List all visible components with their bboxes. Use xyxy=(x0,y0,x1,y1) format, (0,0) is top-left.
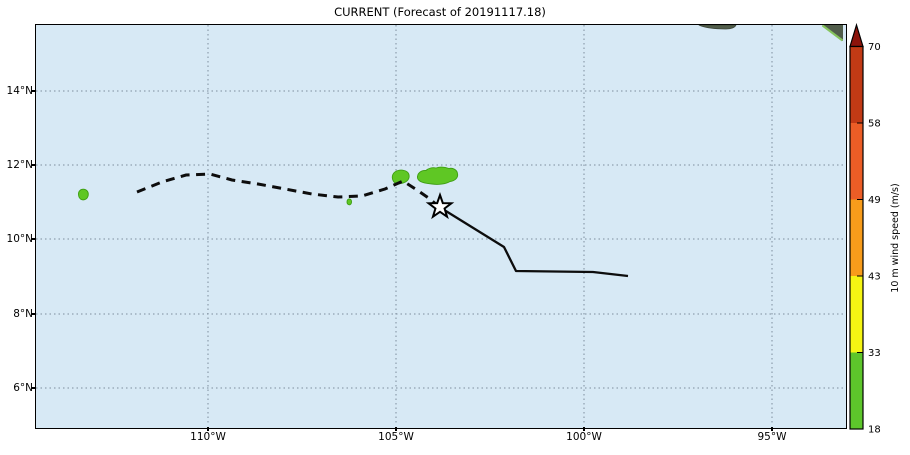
x-tick-110w xyxy=(207,427,209,431)
colorbar-seg-49-58 xyxy=(850,123,863,200)
x-label-100w: 100°W xyxy=(566,431,602,443)
colorbar-seg-43-49 xyxy=(850,199,863,276)
map-canvas xyxy=(35,24,843,425)
colorbar-seg-33-43 xyxy=(850,276,863,353)
x-tick-95w xyxy=(771,427,773,431)
wind-area-large xyxy=(416,166,458,185)
x-label-95w: 95°W xyxy=(757,431,787,443)
y-tick-8n xyxy=(31,313,35,315)
corner-land-edge xyxy=(821,24,843,41)
colorbar-tick-49: 49 xyxy=(868,195,881,206)
y-label-8n: 8°N xyxy=(13,308,33,320)
plot-title: CURRENT (Forecast of 20191117.18) xyxy=(334,5,546,19)
x-label-105w: 105°W xyxy=(378,431,414,443)
gridlines xyxy=(35,24,843,425)
coastline-sliver xyxy=(697,24,736,29)
colorbar-tick-18: 18 xyxy=(868,425,881,436)
colorbar-seg-18-33 xyxy=(850,352,863,429)
wind-area-small xyxy=(391,169,410,184)
colorbar-tick-43: 43 xyxy=(868,272,881,283)
y-tick-6n xyxy=(31,387,35,389)
wind-area-west xyxy=(77,188,89,200)
colorbar-seg-58-70 xyxy=(850,46,863,123)
map-plot-area xyxy=(34,23,847,429)
colorbar-outline xyxy=(849,45,864,430)
colorbar-extend-triangle xyxy=(849,22,864,48)
observed-track-line xyxy=(439,206,628,277)
y-label-12n: 12°N xyxy=(6,159,33,171)
colorbar-tick-58: 58 xyxy=(868,119,881,130)
y-tick-10n xyxy=(31,238,35,240)
x-label-110w: 110°W xyxy=(190,431,226,443)
wind-area-dot xyxy=(346,198,352,205)
colorbar-tick-33: 33 xyxy=(868,348,881,359)
x-tick-100w xyxy=(583,427,585,431)
current-position-star xyxy=(425,191,454,219)
colorbar-boundary-ticks xyxy=(857,122,863,353)
colorbar-tick-70: 70 xyxy=(868,42,881,53)
colorbar-axis-label: 10 m wind speed (m/s) xyxy=(890,183,901,292)
y-label-6n: 6°N xyxy=(13,382,33,394)
land-patches xyxy=(697,24,843,41)
y-label-14n: 14°N xyxy=(6,85,33,97)
y-label-10n: 10°N xyxy=(6,233,33,245)
forecast-track-line xyxy=(135,171,439,207)
y-tick-14n xyxy=(31,90,35,92)
colorbar: 70 58 49 43 33 18 10 m wind speed (m/s) xyxy=(849,22,901,436)
x-tick-105w xyxy=(395,427,397,431)
wind-areas xyxy=(77,166,458,205)
y-tick-12n xyxy=(31,164,35,166)
